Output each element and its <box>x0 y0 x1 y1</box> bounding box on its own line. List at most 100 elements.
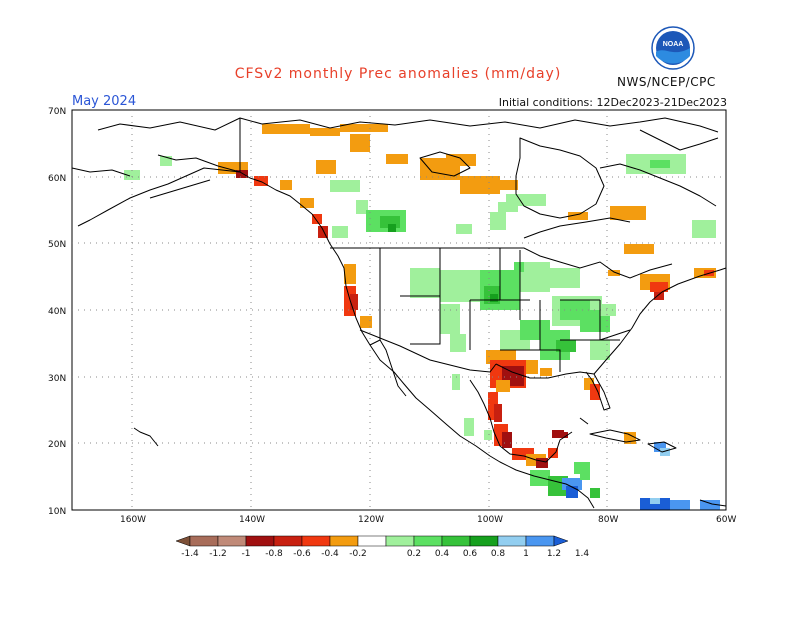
colorbar-label: -1.4 <box>181 549 199 559</box>
anomaly-cell <box>460 176 500 194</box>
colorbar-label: -0.4 <box>321 549 339 559</box>
colorbar-label: -1.2 <box>209 549 227 559</box>
anomaly-cell <box>700 500 720 510</box>
anomaly-cell <box>124 170 140 180</box>
anomaly-cell <box>310 128 340 136</box>
colorbar-swatch <box>329 535 359 547</box>
anomaly-cell <box>300 198 314 208</box>
lat-label-20n: 20N <box>48 440 66 450</box>
colorbar-swatch <box>357 535 387 547</box>
anomaly-cell <box>496 380 510 392</box>
colorbar-label: -1 <box>242 549 251 559</box>
colorbar-label: 0.4 <box>435 549 450 559</box>
colorbar-swatch <box>525 535 555 547</box>
anomaly-cell <box>610 206 646 220</box>
anomaly-cell <box>490 294 498 302</box>
colorbar-label: 0.2 <box>407 549 421 559</box>
grid-lines <box>72 110 726 510</box>
colorbar-label: 0.8 <box>491 549 506 559</box>
anomaly-cell <box>344 264 356 284</box>
anomaly-cell <box>670 500 690 510</box>
anomaly-cell <box>488 392 498 420</box>
anomaly-cell <box>650 498 660 504</box>
colorbar-swatch <box>301 535 331 547</box>
lon-label-100w: 100W <box>477 515 503 525</box>
anomaly-cell <box>316 160 336 174</box>
anomaly-cell <box>506 194 546 206</box>
colorbar-label: -0.2 <box>349 549 367 559</box>
anomaly-cell <box>526 360 538 374</box>
anomaly-cell <box>440 270 480 302</box>
map-title: CFSv2 monthly Prec anomalies (mm/day) <box>234 66 562 82</box>
colorbar-swatch <box>273 535 303 547</box>
anomaly-cell <box>600 304 616 316</box>
colorbar-swatch <box>497 535 527 547</box>
anomaly-cell <box>262 124 310 134</box>
anomaly-cell <box>318 226 328 238</box>
anomaly-cell <box>350 134 370 152</box>
anomaly-cell <box>492 180 518 190</box>
lat-label-70n: 70N <box>48 107 66 117</box>
anomaly-cell <box>502 432 512 448</box>
lat-label-10n: 10N <box>48 507 66 517</box>
colorbar-swatch <box>245 535 275 547</box>
anomaly-cell <box>568 212 588 220</box>
anomaly-cell <box>360 316 372 328</box>
colorbar-max-arrow <box>553 535 569 547</box>
colorbar-label: 1 <box>523 549 529 559</box>
anomaly-cell <box>450 334 466 352</box>
anomaly-cell <box>514 262 524 272</box>
anomaly-cell <box>356 200 368 214</box>
anomaly-cell <box>388 224 396 232</box>
agency-label: NWS/NCEP/CPC <box>617 75 716 89</box>
anomaly-cell <box>566 486 578 498</box>
anomaly-cell <box>330 180 360 192</box>
anomaly-cell <box>446 154 476 166</box>
anomaly-cell <box>584 378 594 390</box>
lon-label-140w: 140W <box>239 515 265 525</box>
anomaly-cell <box>624 244 654 254</box>
anomaly-cell <box>440 304 460 334</box>
anomaly-cell <box>520 262 550 292</box>
lon-label-60w: 60W <box>716 515 736 525</box>
noaa-logo: NOAA <box>651 26 695 70</box>
noaa-logo-text: NOAA <box>663 41 684 48</box>
colorbar-label: 0.6 <box>463 549 478 559</box>
anomaly-cell <box>464 418 474 436</box>
colorbar-swatch <box>413 535 443 547</box>
colorbar-label: -0.8 <box>265 549 283 559</box>
colorbar-swatch <box>189 535 219 547</box>
lon-label-160w: 160W <box>120 515 146 525</box>
anomaly-cell <box>654 292 664 300</box>
anomaly-cell <box>590 488 600 498</box>
anomaly-cell <box>654 442 666 452</box>
anomaly-cell <box>340 124 388 132</box>
lat-label-40n: 40N <box>48 307 66 317</box>
anomaly-cell <box>536 458 548 468</box>
anomaly-cell <box>548 448 558 458</box>
anomaly-cell <box>452 374 460 390</box>
anomaly-cell <box>386 154 408 164</box>
colorbar-swatch <box>469 535 499 547</box>
anomaly-cell <box>550 268 580 288</box>
initial-conditions: Initial conditions: 12Dec2023-21Dec2023 <box>498 96 727 109</box>
borders <box>330 247 673 373</box>
anomaly-cell <box>650 160 670 168</box>
colorbar-swatch <box>441 535 471 547</box>
lat-label-50n: 50N <box>48 240 66 250</box>
coastlines <box>71 117 727 509</box>
anomaly-cell <box>280 180 292 190</box>
anomaly-cell <box>332 226 348 238</box>
colorbar-swatch <box>217 535 247 547</box>
anomaly-cell <box>540 368 552 376</box>
anomaly-cell <box>254 176 268 186</box>
anomaly-cell <box>484 430 492 440</box>
anomaly-cell <box>560 432 568 438</box>
colorbar-min-arrow <box>175 535 191 547</box>
lat-label-60n: 60N <box>48 174 66 184</box>
anomaly-cell <box>590 340 610 360</box>
anomaly-cell <box>552 430 564 438</box>
anomaly-cell <box>350 294 358 310</box>
anomaly-cell <box>490 212 506 230</box>
